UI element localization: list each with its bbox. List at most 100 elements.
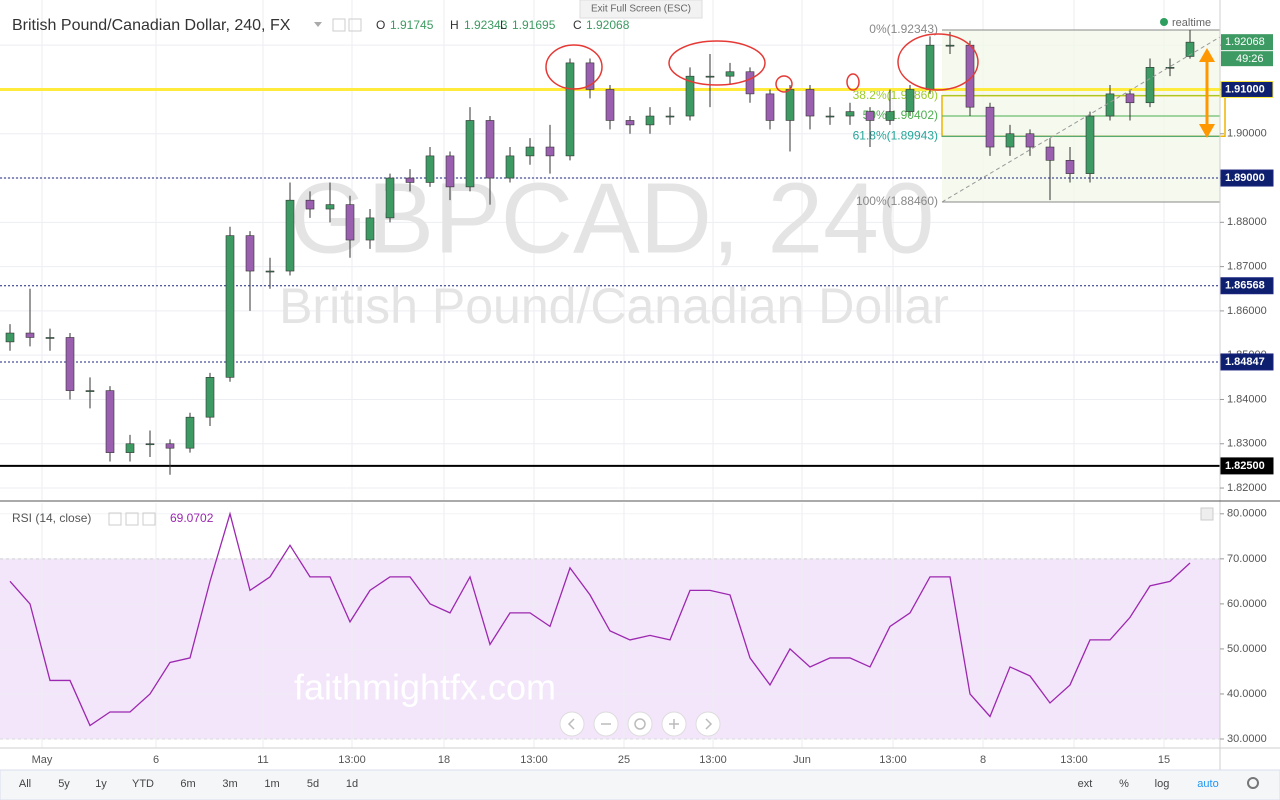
y-tick-label: 1.84000 bbox=[1227, 393, 1267, 405]
icon[interactable] bbox=[332, 18, 346, 32]
icon bbox=[705, 718, 713, 730]
candle-body bbox=[85, 390, 95, 392]
candle-body bbox=[685, 75, 695, 117]
candle-body bbox=[645, 115, 655, 126]
toolbar bbox=[0, 769, 1280, 800]
candle-body bbox=[385, 177, 395, 219]
candle-body bbox=[665, 115, 675, 118]
level-label: 1.84847 bbox=[1225, 356, 1265, 368]
x-tick-label: 15 bbox=[1158, 754, 1170, 766]
scroll-right[interactable] bbox=[695, 711, 721, 737]
x-tick-label: 13:00 bbox=[338, 754, 366, 766]
candle-body bbox=[585, 62, 595, 90]
option-button[interactable]: auto bbox=[1197, 778, 1218, 790]
status-dot bbox=[1160, 18, 1168, 26]
x-tick-label: May bbox=[32, 754, 53, 766]
annotations bbox=[545, 33, 1221, 203]
ohlc-value: 1.91695 bbox=[512, 18, 556, 32]
x-tick-label: 13:00 bbox=[699, 754, 727, 766]
fib-label: 100%(1.88460) bbox=[856, 194, 938, 208]
watermark-layer: GBPCAD, 240 British Pound/Canadian Dolla… bbox=[279, 162, 949, 707]
range-button[interactable]: 1d bbox=[346, 778, 358, 790]
range-button[interactable]: 3m bbox=[222, 778, 237, 790]
option-button[interactable]: ext bbox=[1078, 778, 1093, 790]
settings-icon[interactable] bbox=[1247, 777, 1259, 789]
level-label-bg bbox=[1220, 353, 1274, 371]
candle-body bbox=[465, 120, 475, 188]
scroll-left[interactable] bbox=[559, 711, 585, 737]
range-button[interactable]: 5y bbox=[58, 778, 70, 790]
range-button[interactable]: All bbox=[19, 778, 31, 790]
candle-body bbox=[505, 155, 515, 179]
circle-annotation bbox=[545, 44, 603, 90]
level-label-bg bbox=[1220, 277, 1274, 295]
ohlc-key: L bbox=[500, 18, 507, 32]
candle-body bbox=[1085, 115, 1095, 174]
candle-body bbox=[225, 235, 235, 378]
range-button[interactable]: 5d bbox=[307, 778, 319, 790]
level-label: 1.89000 bbox=[1225, 172, 1265, 184]
candle-body bbox=[485, 120, 495, 179]
icon[interactable] bbox=[142, 512, 156, 526]
range-button[interactable]: YTD bbox=[132, 778, 154, 790]
ohlc-value: 1.92068 bbox=[586, 18, 630, 32]
reset[interactable] bbox=[627, 711, 653, 737]
candle-body bbox=[565, 62, 575, 157]
candle-body bbox=[825, 115, 835, 118]
fib-label: 50%(1.90402) bbox=[863, 108, 938, 122]
grid bbox=[0, 0, 1220, 748]
candle-body bbox=[725, 71, 735, 77]
candle-body bbox=[765, 93, 775, 121]
icon[interactable] bbox=[125, 512, 139, 526]
dropdown-icon[interactable] bbox=[314, 22, 322, 27]
last-price: 1.92068 bbox=[1225, 36, 1265, 48]
fib-label: 38.2%(1.90860) bbox=[853, 88, 938, 102]
site-watermark: faithmightfx.com bbox=[294, 667, 556, 708]
candle-body bbox=[65, 337, 75, 391]
candle-body bbox=[285, 199, 295, 272]
range-button[interactable]: 1m bbox=[264, 778, 279, 790]
status: realtime bbox=[1172, 17, 1211, 29]
rsi-title: RSI (14, close) bbox=[12, 511, 91, 525]
ohlc-key: H bbox=[450, 18, 459, 32]
rsi-value: 69.0702 bbox=[170, 511, 214, 525]
candle-body bbox=[845, 111, 855, 117]
candle-body bbox=[25, 332, 35, 338]
x-tick-label: 18 bbox=[438, 754, 450, 766]
range-button[interactable]: 1y bbox=[95, 778, 107, 790]
exit-fullscreen-tab[interactable] bbox=[579, 0, 703, 19]
candle-body bbox=[1185, 41, 1195, 57]
candle-body bbox=[405, 177, 415, 183]
candle-body bbox=[805, 89, 815, 117]
y-tick-label: 1.90000 bbox=[1227, 128, 1267, 140]
candle-body bbox=[785, 89, 795, 121]
icon[interactable] bbox=[348, 18, 362, 32]
y-tick-label: 1.82000 bbox=[1227, 482, 1267, 494]
maximize-icon[interactable] bbox=[1200, 507, 1214, 521]
y-tick-label: 1.86000 bbox=[1227, 305, 1267, 317]
exit-fullscreen[interactable]: Exit Full Screen (ESC) bbox=[591, 4, 691, 15]
countdown: 49:26 bbox=[1236, 53, 1264, 65]
candle-body bbox=[165, 443, 175, 449]
candle-body bbox=[425, 155, 435, 183]
arrow-head bbox=[1199, 48, 1215, 62]
candle-body bbox=[205, 377, 215, 418]
range-button[interactable]: 6m bbox=[180, 778, 195, 790]
candle-body bbox=[145, 443, 155, 446]
candle-body bbox=[545, 146, 555, 157]
icon[interactable] bbox=[108, 512, 122, 526]
candle-body bbox=[745, 71, 755, 95]
option-button[interactable]: % bbox=[1119, 778, 1129, 790]
candle-body bbox=[185, 416, 195, 449]
arrow-head bbox=[1199, 124, 1215, 138]
candle-body bbox=[1065, 160, 1075, 174]
option-button[interactable]: log bbox=[1155, 778, 1170, 790]
level-label-bg bbox=[1220, 169, 1274, 187]
ohlc-value: 1.92343 bbox=[464, 18, 508, 32]
candle-body bbox=[445, 155, 455, 188]
rsi-line bbox=[9, 511, 1191, 727]
candle-body bbox=[1105, 93, 1115, 117]
candle-body bbox=[1125, 93, 1135, 104]
